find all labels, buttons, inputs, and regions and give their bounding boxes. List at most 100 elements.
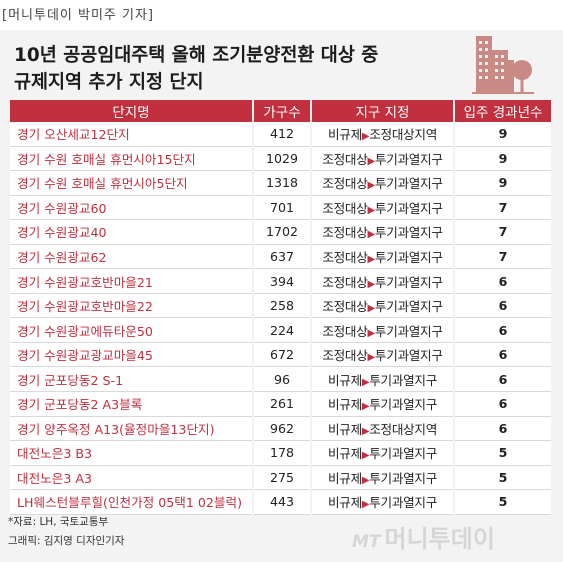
complex-name: 경기 수원광교40 [10,219,253,245]
unit-count: 443 [252,489,311,515]
years-since-occupancy: 7 [453,244,551,270]
zone-to: 투기과열지구 [374,299,443,315]
arrow-right-icon: ▶ [367,229,376,241]
footer: *자료: LH, 국토교통부 그래픽: 김지영 디자인기자 [8,513,124,551]
reporter-credit: [머니투데이 박미주 기자] [2,8,155,23]
years-since-occupancy: 9 [453,122,551,147]
arrow-right-icon: ▶ [367,352,376,364]
zone-change: 조정대상▶투기과열지구 [310,219,454,245]
arrow-right-icon: ▶ [361,131,370,143]
unit-count: 1029 [252,146,311,172]
complex-name: 경기 수원광교광교마을45 [10,342,253,368]
complex-name: 경기 수원 호매실 휴먼시아5단지 [10,170,253,196]
arrow-right-icon: ▶ [361,474,370,486]
title-line-2: 규제지역 추가 지정 단지 [14,72,204,93]
years-since-occupancy: 6 [453,342,551,368]
unit-count: 637 [252,244,311,270]
zone-change: 비규제▶투기과열지구 [310,440,454,466]
zone-to: 투기과열지구 [374,151,443,167]
years-since-occupancy: 7 [453,219,551,245]
table-row: 경기 수원광교에듀타운50 224 조정대상▶투기과열지구 6 [10,317,551,343]
table-row: 경기 수원 호매실 휴먼시아15단지 1029 조정대상▶투기과열지구 9 [10,146,551,172]
table-row: 경기 수원광교62 637 조정대상▶투기과열지구 7 [10,244,551,270]
complex-name: 경기 수원광교60 [10,195,253,221]
zone-from: 조정대상 [322,200,368,216]
unit-count: 701 [252,195,311,221]
table-row: 경기 군포당동2 S-1 96 비규제▶투기과열지구 6 [10,366,551,393]
credit-bar: [머니투데이 박미주 기자] [0,0,563,31]
years-since-occupancy: 5 [453,465,551,491]
complex-name: 경기 오산세교12단지 [10,122,253,147]
complex-name: 경기 양주옥정 A13(율정마을13단지) [10,416,253,442]
years-since-occupancy: 5 [453,489,551,515]
zone-from: 비규제 [328,470,362,486]
unit-count: 96 [252,366,311,393]
zone-to: 투기과열지구 [374,323,443,339]
years-since-occupancy: 9 [453,170,551,196]
table-row: 대전노은3 A3 275 비규제▶투기과열지구 5 [10,465,551,491]
regulated-complex-table: 단지명 가구수 지구 지정 입주 경과년수 경기 오산세교12단지 412 비규제▶… [10,100,551,515]
table-row: 경기 수원 호매실 휴먼시아5단지 1318 조정대상▶투기과열지구 9 [10,170,551,196]
unit-count: 258 [252,293,311,319]
building-icon [472,36,534,94]
complex-name: 대전노은3 B3 [10,440,253,466]
zone-from: 조정대상 [322,274,368,290]
zone-to: 투기과열지구 [374,225,443,241]
arrow-right-icon: ▶ [367,180,376,192]
zone-change: 비규제▶조정대상지역 [310,122,454,147]
zone-from: 비규제 [328,446,362,462]
zone-to: 조정대상지역 [369,421,437,437]
table-row: 경기 수원광교광교마을45 672 조정대상▶투기과열지구 6 [10,342,551,368]
unit-count: 672 [252,342,311,368]
unit-count: 394 [252,268,311,294]
table-row: 경기 양주옥정 A13(율정마을13단지) 962 비규제▶조정대상지역 6 [10,416,551,442]
unit-count: 261 [252,391,311,417]
zone-to: 투기과열지구 [374,176,443,192]
zone-change: 조정대상▶투기과열지구 [310,244,454,270]
table-row: 경기 수원광교40 1702 조정대상▶투기과열지구 7 [10,219,551,245]
zone-to: 투기과열지구 [369,470,437,486]
arrow-right-icon: ▶ [361,401,370,413]
zone-from: 비규제 [328,127,362,143]
zone-from: 조정대상 [322,323,368,339]
infographic-title: 10년 공공임대주택 올해 조기분양전환 대상 중 규제지역 추가 지정 단지 [14,42,464,96]
table-body: 경기 오산세교12단지 412 비규제▶조정대상지역 9 경기 수원 호매실 휴먼시아1… [10,122,551,515]
zone-change: 비규제▶조정대상지역 [310,416,454,442]
zone-change: 조정대상▶투기과열지구 [310,170,454,196]
tree-icon [512,60,532,92]
zone-to: 투기과열지구 [374,200,443,216]
arrow-right-icon: ▶ [367,327,376,339]
table-row: LH웨스턴블루힐(인천가정 05택1 02블럭) 443 비규제▶투기과열지구 5 [10,489,551,515]
years-since-occupancy: 6 [453,366,551,393]
zone-from: 비규제 [328,495,362,511]
years-since-occupancy: 6 [453,293,551,319]
table-row: 경기 오산세교12단지 412 비규제▶조정대상지역 9 [10,122,551,147]
zone-from: 조정대상 [322,348,368,364]
years-since-occupancy: 9 [453,146,551,172]
arrow-right-icon: ▶ [367,204,376,216]
years-since-occupancy: 6 [453,317,551,343]
zone-to: 투기과열지구 [374,274,443,290]
zone-to: 투기과열지구 [369,397,437,413]
zone-change: 비규제▶투기과열지구 [310,489,454,515]
complex-name: 경기 수원광교62 [10,244,253,270]
arrow-right-icon: ▶ [367,303,376,315]
title-line-1: 10년 공공임대주택 올해 조기분양전환 대상 중 [14,45,379,66]
zone-from: 조정대상 [322,225,368,241]
unit-count: 275 [252,465,311,491]
complex-name: 경기 수원광교에듀타운50 [10,317,253,343]
zone-change: 비규제▶투기과열지구 [310,366,454,393]
zone-to: 조정대상지역 [369,127,437,143]
complex-name: 경기 수원광교호반마을22 [10,293,253,319]
zone-from: 조정대상 [322,250,368,265]
zone-change: 조정대상▶투기과열지구 [310,342,454,368]
zone-from: 조정대상 [322,299,368,315]
table-row: 경기 수원광교호반마을21 394 조정대상▶투기과열지구 6 [10,268,551,294]
complex-name: 경기 수원광교호반마을21 [10,268,253,294]
zone-from: 조정대상 [322,176,368,192]
unit-count: 224 [252,317,311,343]
arrow-right-icon: ▶ [361,425,370,437]
zone-from: 조정대상 [322,151,368,167]
arrow-right-icon: ▶ [367,278,376,290]
arrow-right-icon: ▶ [367,155,376,167]
